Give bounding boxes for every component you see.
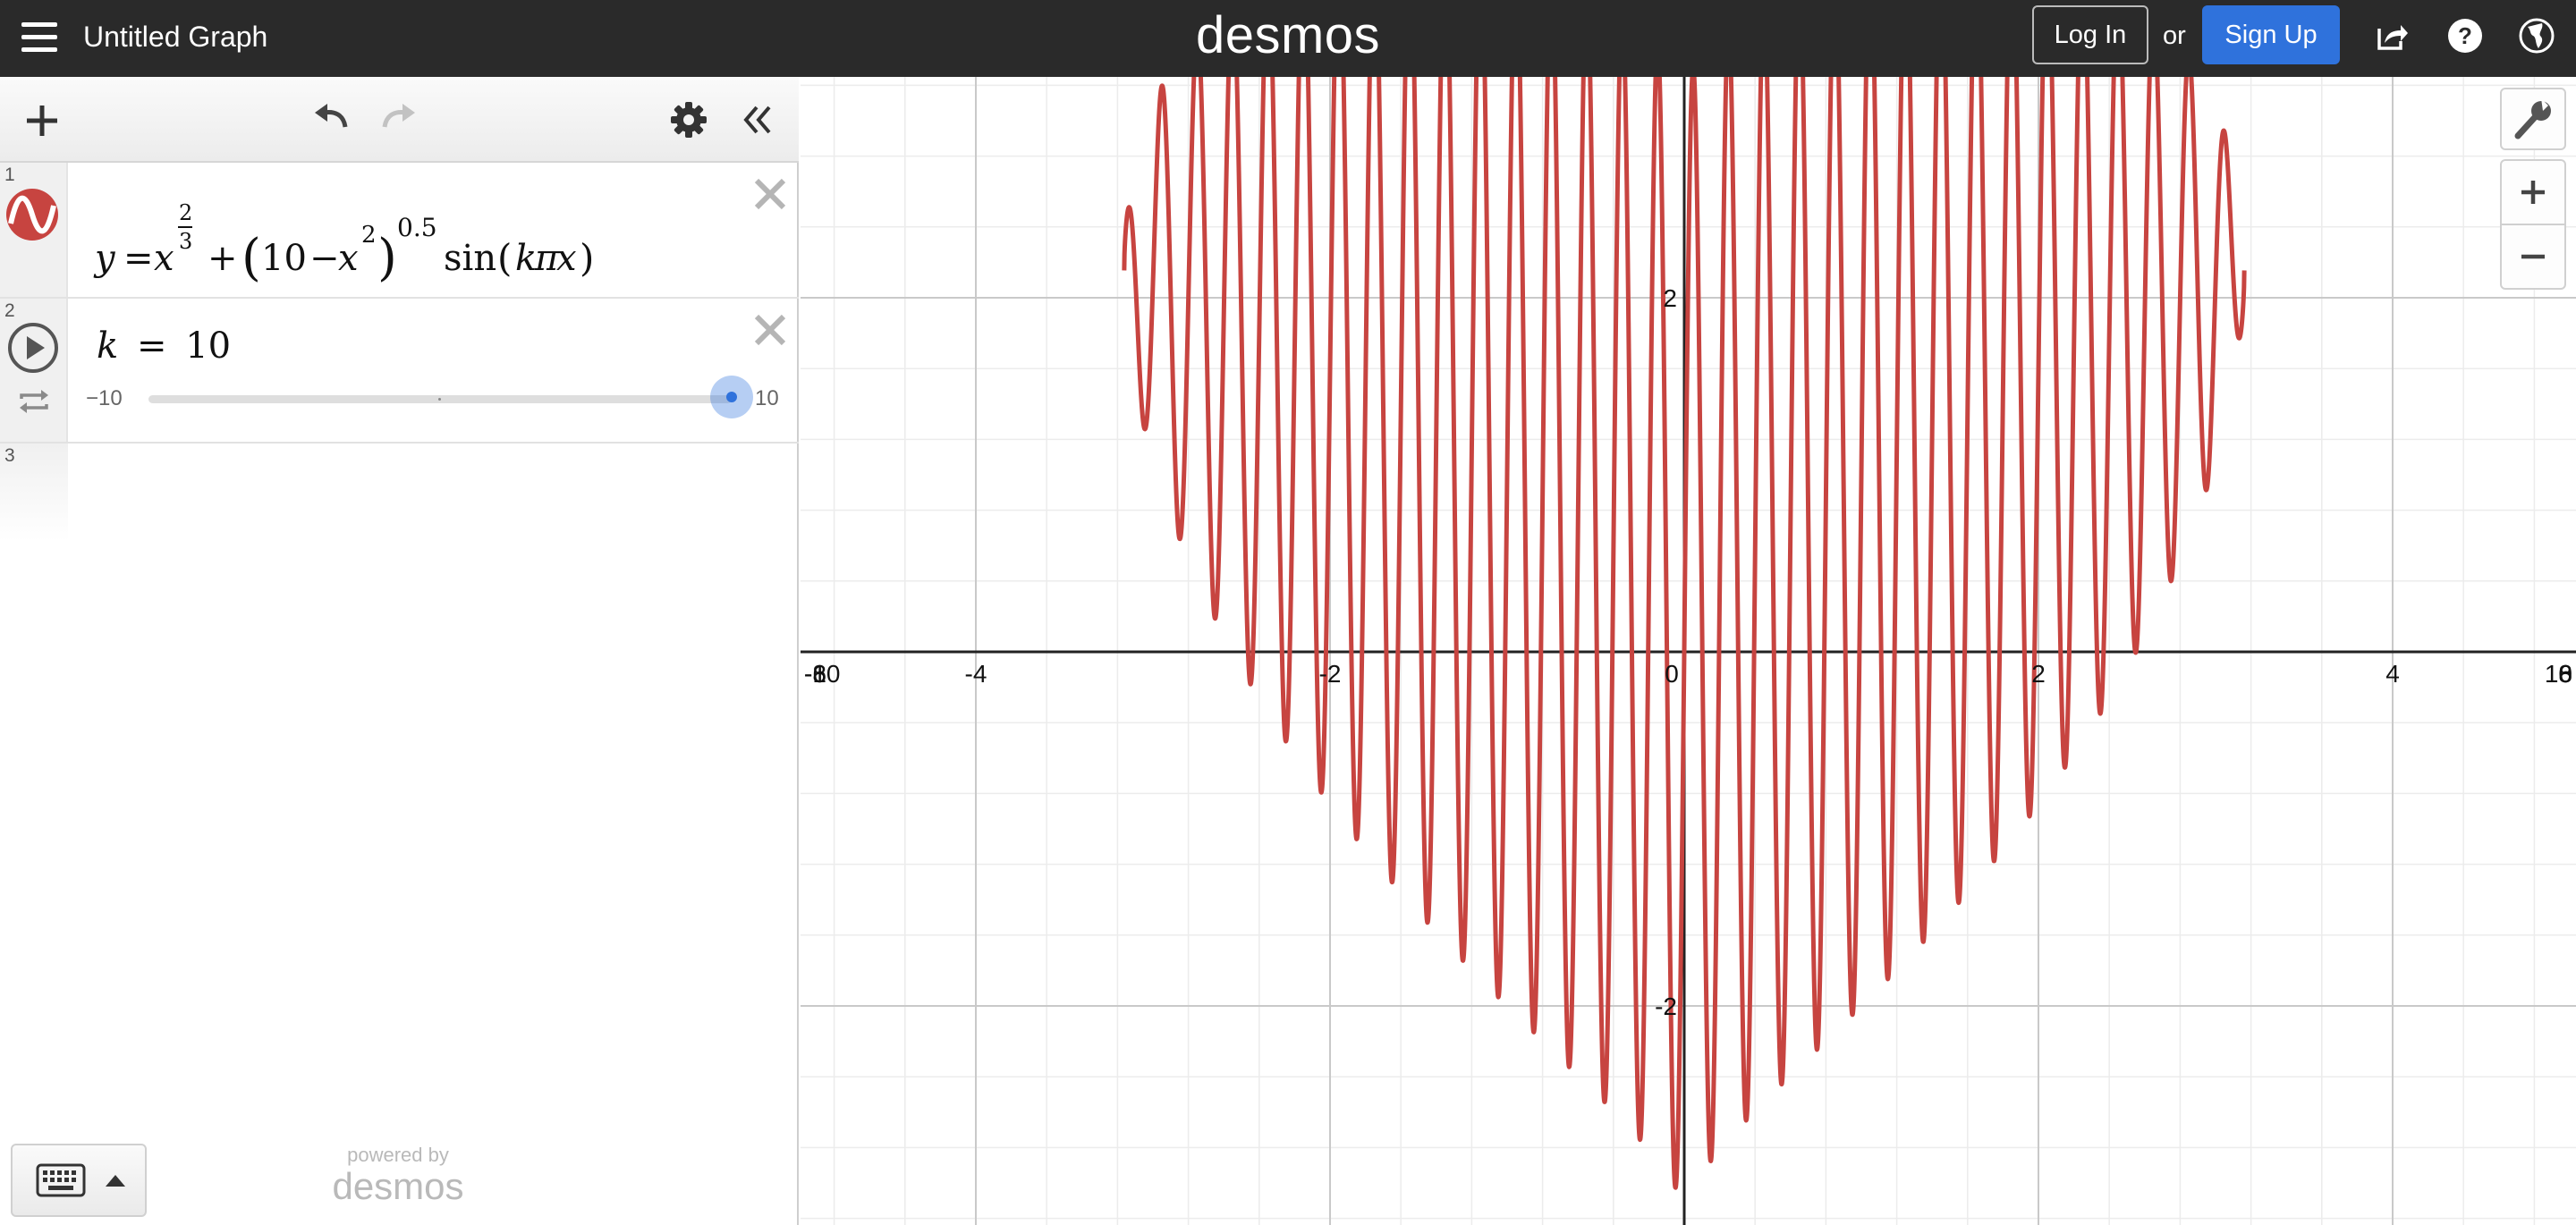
slider-zero-mark — [438, 398, 441, 401]
slider-min-label[interactable]: −10 — [86, 386, 123, 410]
math-frac-den: 3 — [179, 229, 193, 254]
math-lparen: ( — [242, 229, 261, 287]
math-square: 2 — [361, 222, 377, 249]
math-ten: 10 — [261, 238, 307, 279]
x-tick-label: -8 — [804, 660, 826, 688]
x-tick-label: 10 — [2545, 660, 2572, 688]
desmos-logo: desmos — [1195, 6, 1381, 64]
x-tick-label: -4 — [965, 660, 987, 688]
graph-plot[interactable]: -10-8-6-4-20246810642-2-4-6 — [801, 77, 2576, 1225]
redo-icon[interactable] — [379, 100, 420, 136]
math-rparen: ) — [580, 236, 595, 280]
math-equals: = — [123, 238, 154, 279]
expression-panel: 1 y = x 2 3 + ( 10 − x 2 ) 0.5 sin ( k π… — [0, 77, 799, 1225]
collapse-icon[interactable] — [739, 102, 775, 138]
wrench-icon[interactable] — [2500, 88, 2566, 150]
x-tick-label: 6 — [2558, 660, 2572, 688]
x-tick-label: 2 — [2031, 660, 2046, 688]
row-number: 1 — [4, 165, 15, 185]
row-number: 3 — [4, 445, 15, 466]
top-bar: Untitled Graph desmos Log In or Sign Up … — [0, 0, 2576, 77]
x-tick-label: 4 — [2385, 660, 2400, 688]
help-icon[interactable]: ? — [2445, 16, 2485, 55]
login-button[interactable]: Log In — [2032, 5, 2148, 64]
powered-by-desmos[interactable]: powered by desmos — [322, 1145, 474, 1207]
loop-icon[interactable] — [16, 386, 52, 417]
powered-by-text: powered by — [347, 1144, 449, 1166]
wave-icon[interactable] — [5, 188, 59, 241]
zoom-in-icon[interactable] — [2500, 159, 2566, 225]
y-tick-label: 2 — [1663, 284, 1677, 312]
powered-by-logo: desmos — [332, 1165, 464, 1207]
graph-canvas[interactable]: -10-8-6-4-20246810642-2-4-6 — [801, 77, 2576, 1225]
math-minus: − — [309, 238, 340, 279]
keyboard-icon — [36, 1163, 86, 1197]
slider-track[interactable] — [148, 395, 732, 403]
settings-icon[interactable] — [669, 100, 708, 139]
expression-row-3[interactable]: 3 — [0, 444, 799, 542]
math-x: x — [338, 238, 359, 279]
graph-curve — [1122, 77, 2247, 1190]
slider-handle[interactable] — [710, 376, 753, 418]
slider-max-label[interactable]: 10 — [755, 386, 779, 410]
row-number: 2 — [4, 300, 15, 321]
keyboard-button[interactable] — [11, 1144, 147, 1217]
share-icon[interactable] — [2372, 16, 2411, 55]
y-tick-label: -2 — [1655, 993, 1677, 1020]
math-rparen: ) — [377, 229, 397, 287]
slider-equals: = — [136, 325, 167, 367]
x-tick-label: 8 — [2558, 660, 2572, 688]
slider-value: 10 — [185, 325, 232, 367]
x-tick-label: -6 — [804, 660, 826, 688]
x-tick-label: -2 — [1319, 660, 1342, 688]
graph-title[interactable]: Untitled Graph — [83, 21, 268, 53]
globe-icon[interactable] — [2517, 16, 2556, 55]
math-y: y — [95, 238, 115, 279]
signup-button[interactable]: Sign Up — [2202, 5, 2340, 64]
zoom-out-icon[interactable] — [2500, 224, 2566, 290]
expression-gutter: 2 — [0, 299, 68, 442]
expression-row-1[interactable]: 1 y = x 2 3 + ( 10 − x 2 ) 0.5 sin ( k π… — [0, 163, 799, 299]
math-x: x — [556, 238, 577, 279]
math-lparen: ( — [497, 236, 513, 280]
delete-expression-1-icon[interactable] — [750, 173, 791, 215]
expression-gutter: 1 — [0, 163, 68, 297]
expression-gutter: 3 — [0, 444, 68, 542]
math-plus: + — [208, 238, 238, 279]
math-pi: π — [535, 238, 559, 279]
undo-icon[interactable] — [309, 100, 351, 136]
math-x: x — [154, 238, 174, 279]
expression-row-2[interactable]: 2 k = 10 −10 10 — [0, 299, 799, 444]
math-frac-bar — [178, 226, 192, 228]
slider-variable: k — [97, 325, 119, 367]
menu-icon[interactable] — [21, 20, 57, 55]
math-power: 0.5 — [397, 213, 437, 242]
math-frac-num: 2 — [179, 200, 193, 225]
math-sin: sin — [444, 238, 497, 279]
add-icon[interactable] — [23, 102, 61, 139]
caret-up-icon — [104, 1172, 127, 1188]
play-icon[interactable] — [7, 322, 59, 374]
or-text: or — [2163, 21, 2186, 50]
slider-expression[interactable]: k = 10 — [97, 325, 231, 367]
math-k: k — [515, 238, 538, 279]
x-tick-label: 0 — [1665, 660, 1679, 688]
svg-text:?: ? — [2458, 22, 2472, 49]
delete-expression-2-icon[interactable] — [750, 309, 791, 351]
expression-toolbar — [0, 77, 799, 163]
x-tick-label: -10 — [804, 660, 840, 688]
